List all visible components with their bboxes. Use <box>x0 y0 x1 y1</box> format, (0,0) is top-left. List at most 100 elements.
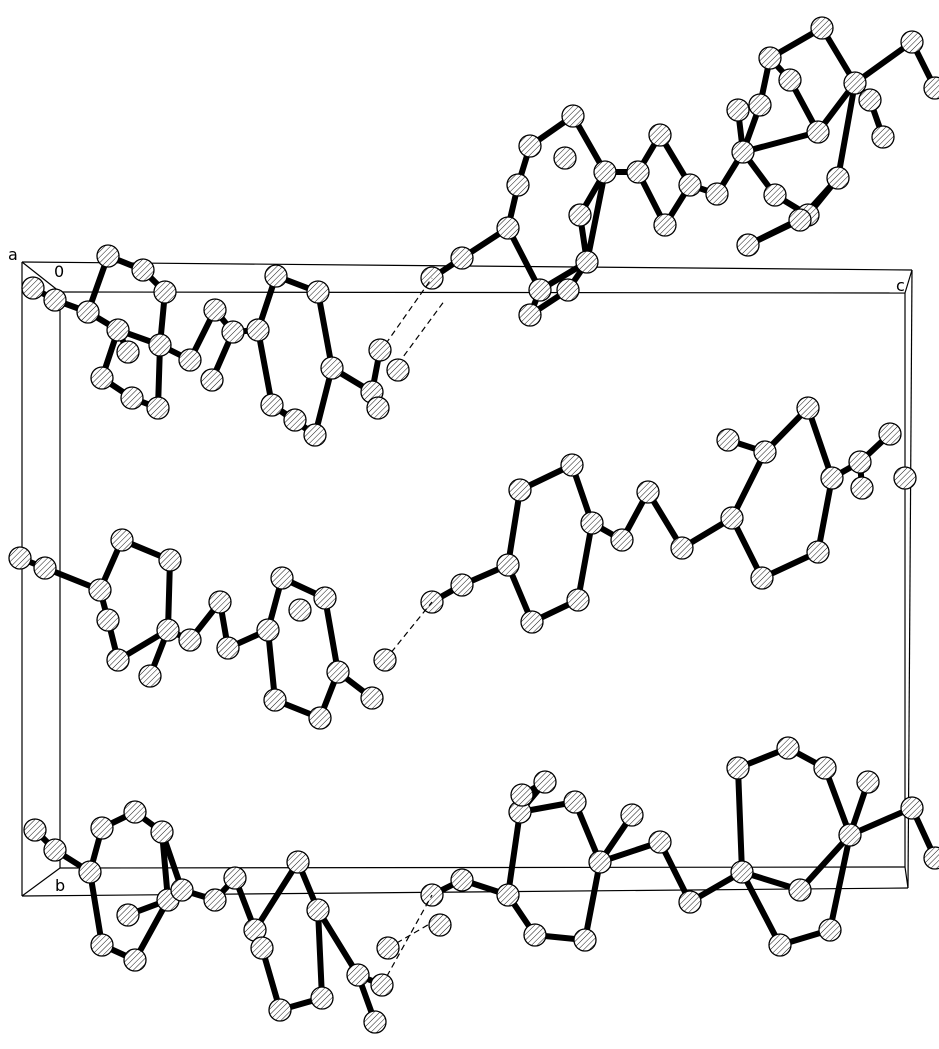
carbon-atom <box>116 903 140 927</box>
carbon-atom <box>856 770 880 794</box>
carbon-atom <box>678 173 702 197</box>
carbon-atom <box>303 423 327 447</box>
carbon-atom <box>768 933 792 957</box>
bond <box>822 765 853 838</box>
carbon-atom <box>556 278 580 302</box>
carbon-atom <box>90 933 114 957</box>
carbon-atom <box>310 986 334 1010</box>
carbon-atom <box>313 586 337 610</box>
bond <box>739 869 783 948</box>
carbon-atom <box>820 466 844 490</box>
carbon-atom <box>158 548 182 572</box>
hydrogen-bond <box>379 277 433 353</box>
carbon-atom <box>288 598 312 622</box>
carbon-atom <box>730 860 754 884</box>
carbon-atom <box>716 428 740 452</box>
carbon-atom <box>843 71 867 95</box>
carbon-atom <box>363 1010 387 1034</box>
carbon-atom <box>123 948 147 972</box>
axis-label-c: c <box>896 276 905 295</box>
carbon-atom <box>858 88 882 112</box>
cell-edge <box>59 866 906 869</box>
carbon-atom <box>366 396 390 420</box>
carbon-atom <box>368 338 392 362</box>
carbon-atom <box>670 536 694 560</box>
carbon-atom <box>96 244 120 268</box>
carbon-atom <box>806 540 830 564</box>
carbon-atom <box>871 125 895 149</box>
carbon-atom <box>428 913 452 937</box>
carbon-atom <box>21 276 45 300</box>
carbon-atom <box>286 850 310 874</box>
cell-edge <box>59 291 906 294</box>
carbon-atom <box>636 480 660 504</box>
carbon-atom <box>138 664 162 688</box>
carbon-atom <box>796 396 820 420</box>
molecules-layer <box>8 16 939 1034</box>
molecule-5 <box>420 736 939 957</box>
carbon-atom <box>553 146 577 170</box>
bond <box>582 859 603 943</box>
carbon-atom <box>818 918 842 942</box>
carbon-atom <box>566 588 590 612</box>
carbon-atom <box>373 648 397 672</box>
bond <box>87 869 105 948</box>
carbon-atom <box>496 216 520 240</box>
carbon-atom <box>106 318 130 342</box>
carbon-atom <box>110 528 134 552</box>
carbon-atom <box>705 182 729 206</box>
cell-edge <box>21 867 61 897</box>
carbon-atom <box>153 280 177 304</box>
carbon-atom <box>43 838 67 862</box>
carbon-atom <box>308 706 332 730</box>
carbon-atom <box>726 98 750 122</box>
carbon-atom <box>788 208 812 232</box>
carbon-atom <box>575 250 599 274</box>
molecule-1 <box>420 16 939 327</box>
carbon-atom <box>580 511 604 535</box>
carbon-atom <box>246 318 270 342</box>
molecule-6 <box>23 800 452 1034</box>
carbon-atom <box>731 140 755 164</box>
carbon-atom <box>518 303 542 327</box>
carbon-atom <box>893 466 917 490</box>
cell-edge <box>907 269 913 889</box>
carbon-atom <box>758 46 782 70</box>
bond <box>815 475 835 555</box>
carbon-atom <box>178 628 202 652</box>
carbon-atom <box>788 878 812 902</box>
carbon-atom <box>23 818 47 842</box>
carbon-atom <box>43 288 67 312</box>
carbon-atom <box>848 450 872 474</box>
carbon-atom <box>900 796 924 820</box>
carbon-atom <box>156 618 180 642</box>
bond <box>315 289 335 371</box>
carbon-atom <box>720 506 744 530</box>
carbon-atom <box>150 820 174 844</box>
carbon-atom <box>116 340 140 364</box>
bond <box>252 859 301 933</box>
carbon-atom <box>648 123 672 147</box>
carbon-atom <box>33 556 57 580</box>
carbon-atom <box>568 203 592 227</box>
carbon-atom <box>626 160 650 184</box>
bond <box>165 557 173 633</box>
carbon-atom <box>131 258 155 282</box>
carbon-atom <box>653 213 677 237</box>
carbon-atom <box>748 93 772 117</box>
carbon-atom <box>376 936 400 960</box>
axis-label-origin: 0 <box>54 262 64 281</box>
bond <box>735 765 745 875</box>
carbon-atom <box>76 300 100 324</box>
carbon-atom <box>200 368 224 392</box>
cell-edge <box>904 866 909 889</box>
carbon-atom <box>450 246 474 270</box>
carbon-atom <box>778 68 802 92</box>
carbon-atom <box>148 333 172 357</box>
molecule-2 <box>21 244 446 447</box>
carbon-atom <box>250 936 274 960</box>
bond <box>315 907 325 1001</box>
axis-label-b: b <box>55 876 65 895</box>
carbon-atom <box>518 134 542 158</box>
